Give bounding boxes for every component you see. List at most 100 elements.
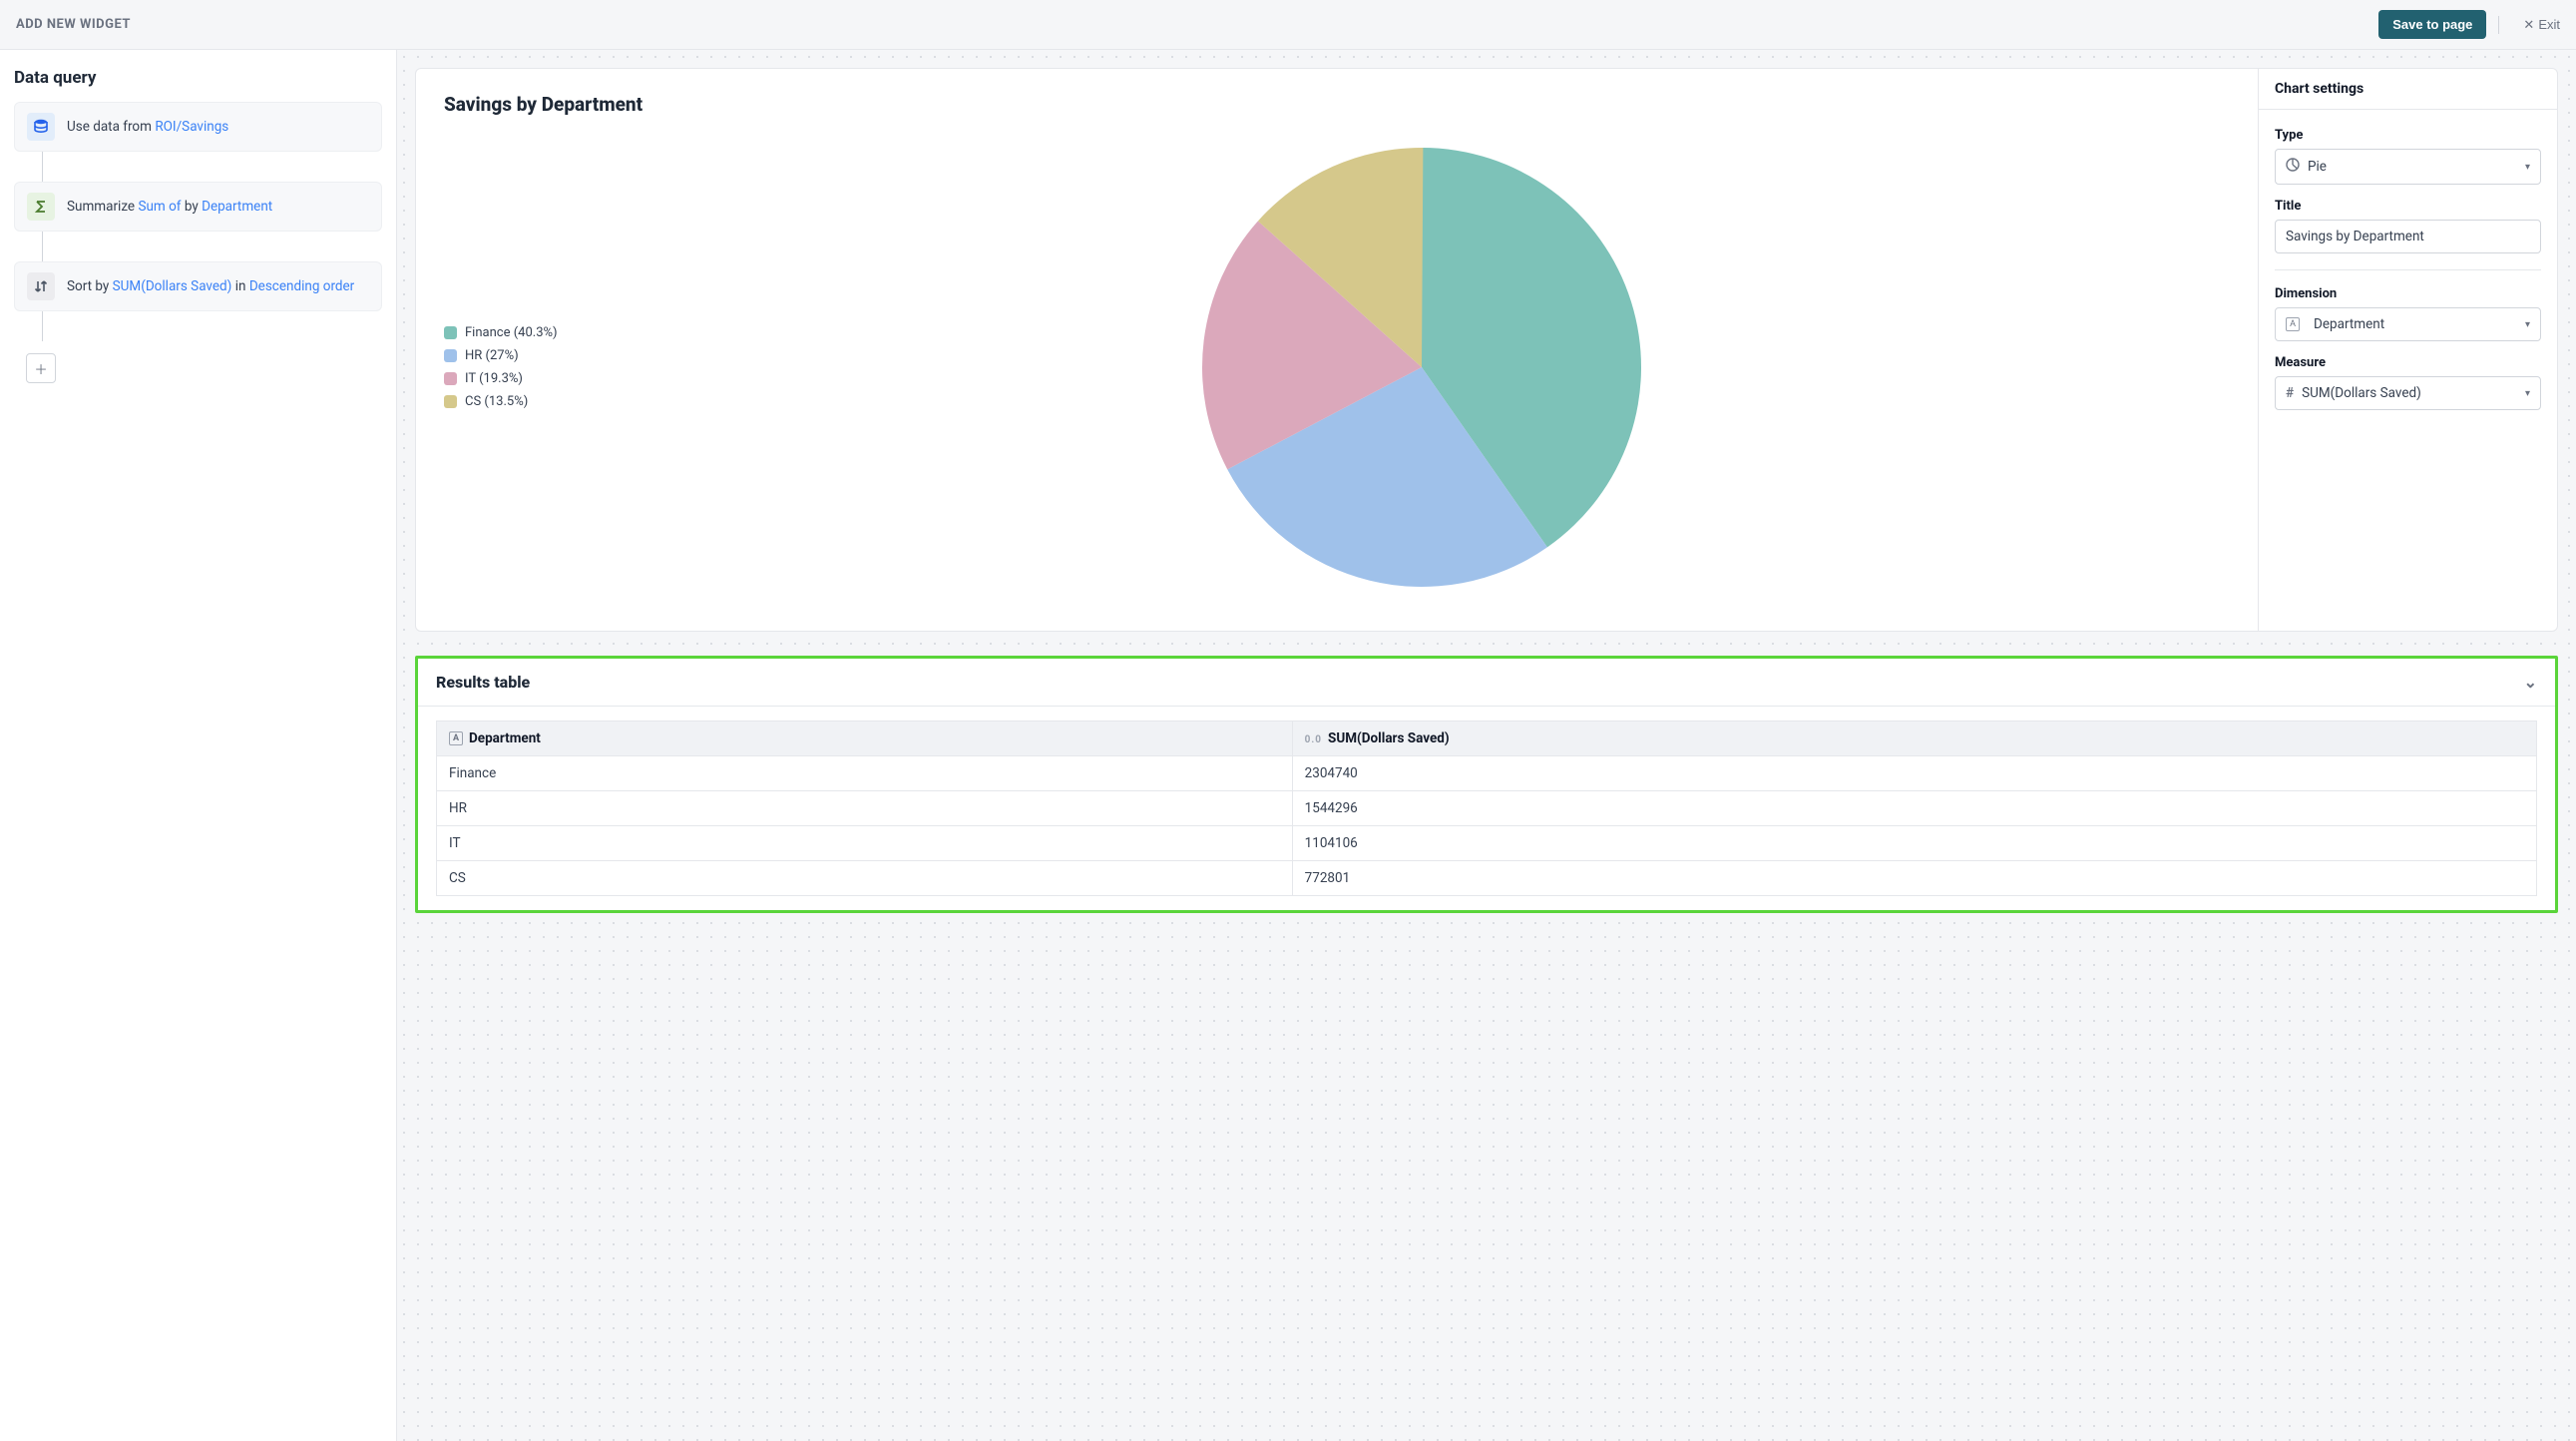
chart-body: Finance (40.3%) HR (27%) IT (19.3%) CS (13.…: [444, 128, 2230, 607]
measure-label: Measure: [2275, 355, 2541, 370]
pie-icon: [2286, 158, 2300, 176]
column-label: Department: [469, 730, 541, 746]
results-body: A Department 0.0 SUM(Dollars Saved) Finance…: [418, 707, 2555, 910]
save-to-page-button[interactable]: Save to page: [2378, 10, 2486, 39]
connector: [42, 232, 43, 261]
legend-item[interactable]: Finance (40.3%): [444, 325, 574, 340]
query-step-sort[interactable]: Sort by SUM(Dollars Saved) in Descending…: [14, 261, 382, 311]
table-cell: CS: [437, 861, 1293, 896]
chart-title: Savings by Department: [444, 93, 2230, 116]
chart-legend: Finance (40.3%) HR (27%) IT (19.3%) CS (13.…: [444, 325, 574, 409]
divider: [2275, 269, 2541, 270]
chevron-down-icon: ▾: [2525, 388, 2530, 399]
sidebar-title: Data query: [14, 68, 382, 88]
table-cell: IT: [437, 826, 1293, 861]
legend-swatch: [444, 349, 457, 362]
chevron-down-icon: ⌄: [2524, 673, 2537, 692]
close-icon: ✕: [2523, 17, 2534, 33]
main: Data query Use data from ROI/Savings Sum…: [0, 50, 2576, 1441]
legend-swatch: [444, 395, 457, 408]
legend-label: IT (19.3%): [465, 371, 523, 386]
table-row: Finance2304740: [437, 756, 2537, 791]
pie-chart: [1182, 128, 1661, 607]
table-header-cell[interactable]: 0.0 SUM(Dollars Saved): [1292, 721, 2536, 756]
page-title: ADD NEW WIDGET: [16, 17, 131, 32]
title-input[interactable]: [2286, 229, 2530, 244]
measure-value: SUM(Dollars Saved): [2302, 385, 2421, 401]
query-step-data-text: Use data from ROI/Savings: [67, 119, 228, 135]
query-step-summarize-text: Summarize Sum of by Department: [67, 199, 272, 215]
table-body: Finance2304740HR1544296IT1104106CS772801: [437, 756, 2537, 896]
plus-icon: ＋: [34, 359, 47, 378]
sort-icon: [27, 272, 55, 300]
text: Use data from: [67, 119, 155, 135]
connector: [42, 311, 43, 341]
chart-settings-body: Type Pie ▾ Title: [2259, 110, 2557, 438]
chart-card: Savings by Department Finance (40.3%) HR …: [415, 68, 2558, 632]
column-label: SUM(Dollars Saved): [1328, 730, 1450, 746]
connector: [42, 152, 43, 182]
sigma-icon: [27, 193, 55, 221]
canvas: Savings by Department Finance (40.3%) HR …: [397, 50, 2576, 1441]
type-select[interactable]: Pie ▾: [2275, 149, 2541, 185]
table-header-cell[interactable]: A Department: [437, 721, 1293, 756]
legend-item[interactable]: HR (27%): [444, 348, 574, 363]
text: by: [181, 199, 202, 215]
table-cell: 1544296: [1292, 791, 2536, 826]
results-title: Results table: [436, 673, 530, 692]
exit-button[interactable]: ✕ Exit: [2511, 17, 2560, 33]
text: Summarize: [67, 199, 138, 215]
database-icon: [27, 113, 55, 141]
table-cell: Finance: [437, 756, 1293, 791]
results-card: Results table ⌄ A Department 0.0 SUM(Dollar…: [415, 656, 2558, 913]
results-header[interactable]: Results table ⌄: [418, 659, 2555, 707]
legend-label: CS (13.5%): [465, 394, 528, 409]
hash-icon: #: [2286, 385, 2294, 401]
chart-settings-panel: Chart settings Type Pie ▾: [2258, 69, 2557, 631]
group-by-link[interactable]: Department: [202, 199, 272, 215]
add-step-button[interactable]: ＋: [26, 353, 56, 383]
chevron-down-icon: ▾: [2525, 162, 2530, 173]
measure-select[interactable]: # SUM(Dollars Saved) ▾: [2275, 376, 2541, 410]
text: in: [231, 278, 248, 294]
text-field-icon: A: [2286, 317, 2300, 331]
data-source-link[interactable]: ROI/Savings: [155, 119, 228, 135]
divider: [2498, 16, 2499, 34]
pie-wrap: [614, 128, 2230, 607]
aggregation-link[interactable]: Sum of: [138, 199, 181, 215]
sidebar: Data query Use data from ROI/Savings Sum…: [0, 50, 397, 1441]
chart-settings-header: Chart settings: [2259, 69, 2557, 110]
legend-swatch: [444, 372, 457, 385]
text: Sort by: [67, 278, 113, 294]
title-label: Title: [2275, 199, 2541, 214]
title-input-wrap: [2275, 220, 2541, 253]
dimension-value: Department: [2314, 316, 2384, 332]
exit-label: Exit: [2538, 17, 2560, 32]
query-step-summarize[interactable]: Summarize Sum of by Department: [14, 182, 382, 232]
table-row: CS772801: [437, 861, 2537, 896]
topbar: ADD NEW WIDGET Save to page ✕ Exit: [0, 0, 2576, 50]
sort-field-link[interactable]: SUM(Dollars Saved): [113, 278, 232, 294]
type-label: Type: [2275, 128, 2541, 143]
legend-label: HR (27%): [465, 348, 519, 363]
dimension-label: Dimension: [2275, 286, 2541, 301]
text-field-icon: A: [449, 731, 463, 745]
table-row: HR1544296: [437, 791, 2537, 826]
table-cell: 1104106: [1292, 826, 2536, 861]
chart-main: Savings by Department Finance (40.3%) HR …: [416, 69, 2258, 631]
table-cell: 772801: [1292, 861, 2536, 896]
sort-order-link[interactable]: Descending order: [249, 278, 354, 294]
legend-item[interactable]: IT (19.3%): [444, 371, 574, 386]
legend-swatch: [444, 326, 457, 339]
table-cell: HR: [437, 791, 1293, 826]
table-row: IT1104106: [437, 826, 2537, 861]
query-step-sort-text: Sort by SUM(Dollars Saved) in Descending…: [67, 278, 354, 294]
number-field-icon: 0.0: [1305, 734, 1322, 745]
legend-item[interactable]: CS (13.5%): [444, 394, 574, 409]
chevron-down-icon: ▾: [2525, 319, 2530, 330]
results-table: A Department 0.0 SUM(Dollars Saved) Finance…: [436, 720, 2537, 896]
dimension-select[interactable]: A Department ▾: [2275, 307, 2541, 341]
table-header-row: A Department 0.0 SUM(Dollars Saved): [437, 721, 2537, 756]
query-step-data[interactable]: Use data from ROI/Savings: [14, 102, 382, 152]
type-value: Pie: [2308, 159, 2327, 175]
